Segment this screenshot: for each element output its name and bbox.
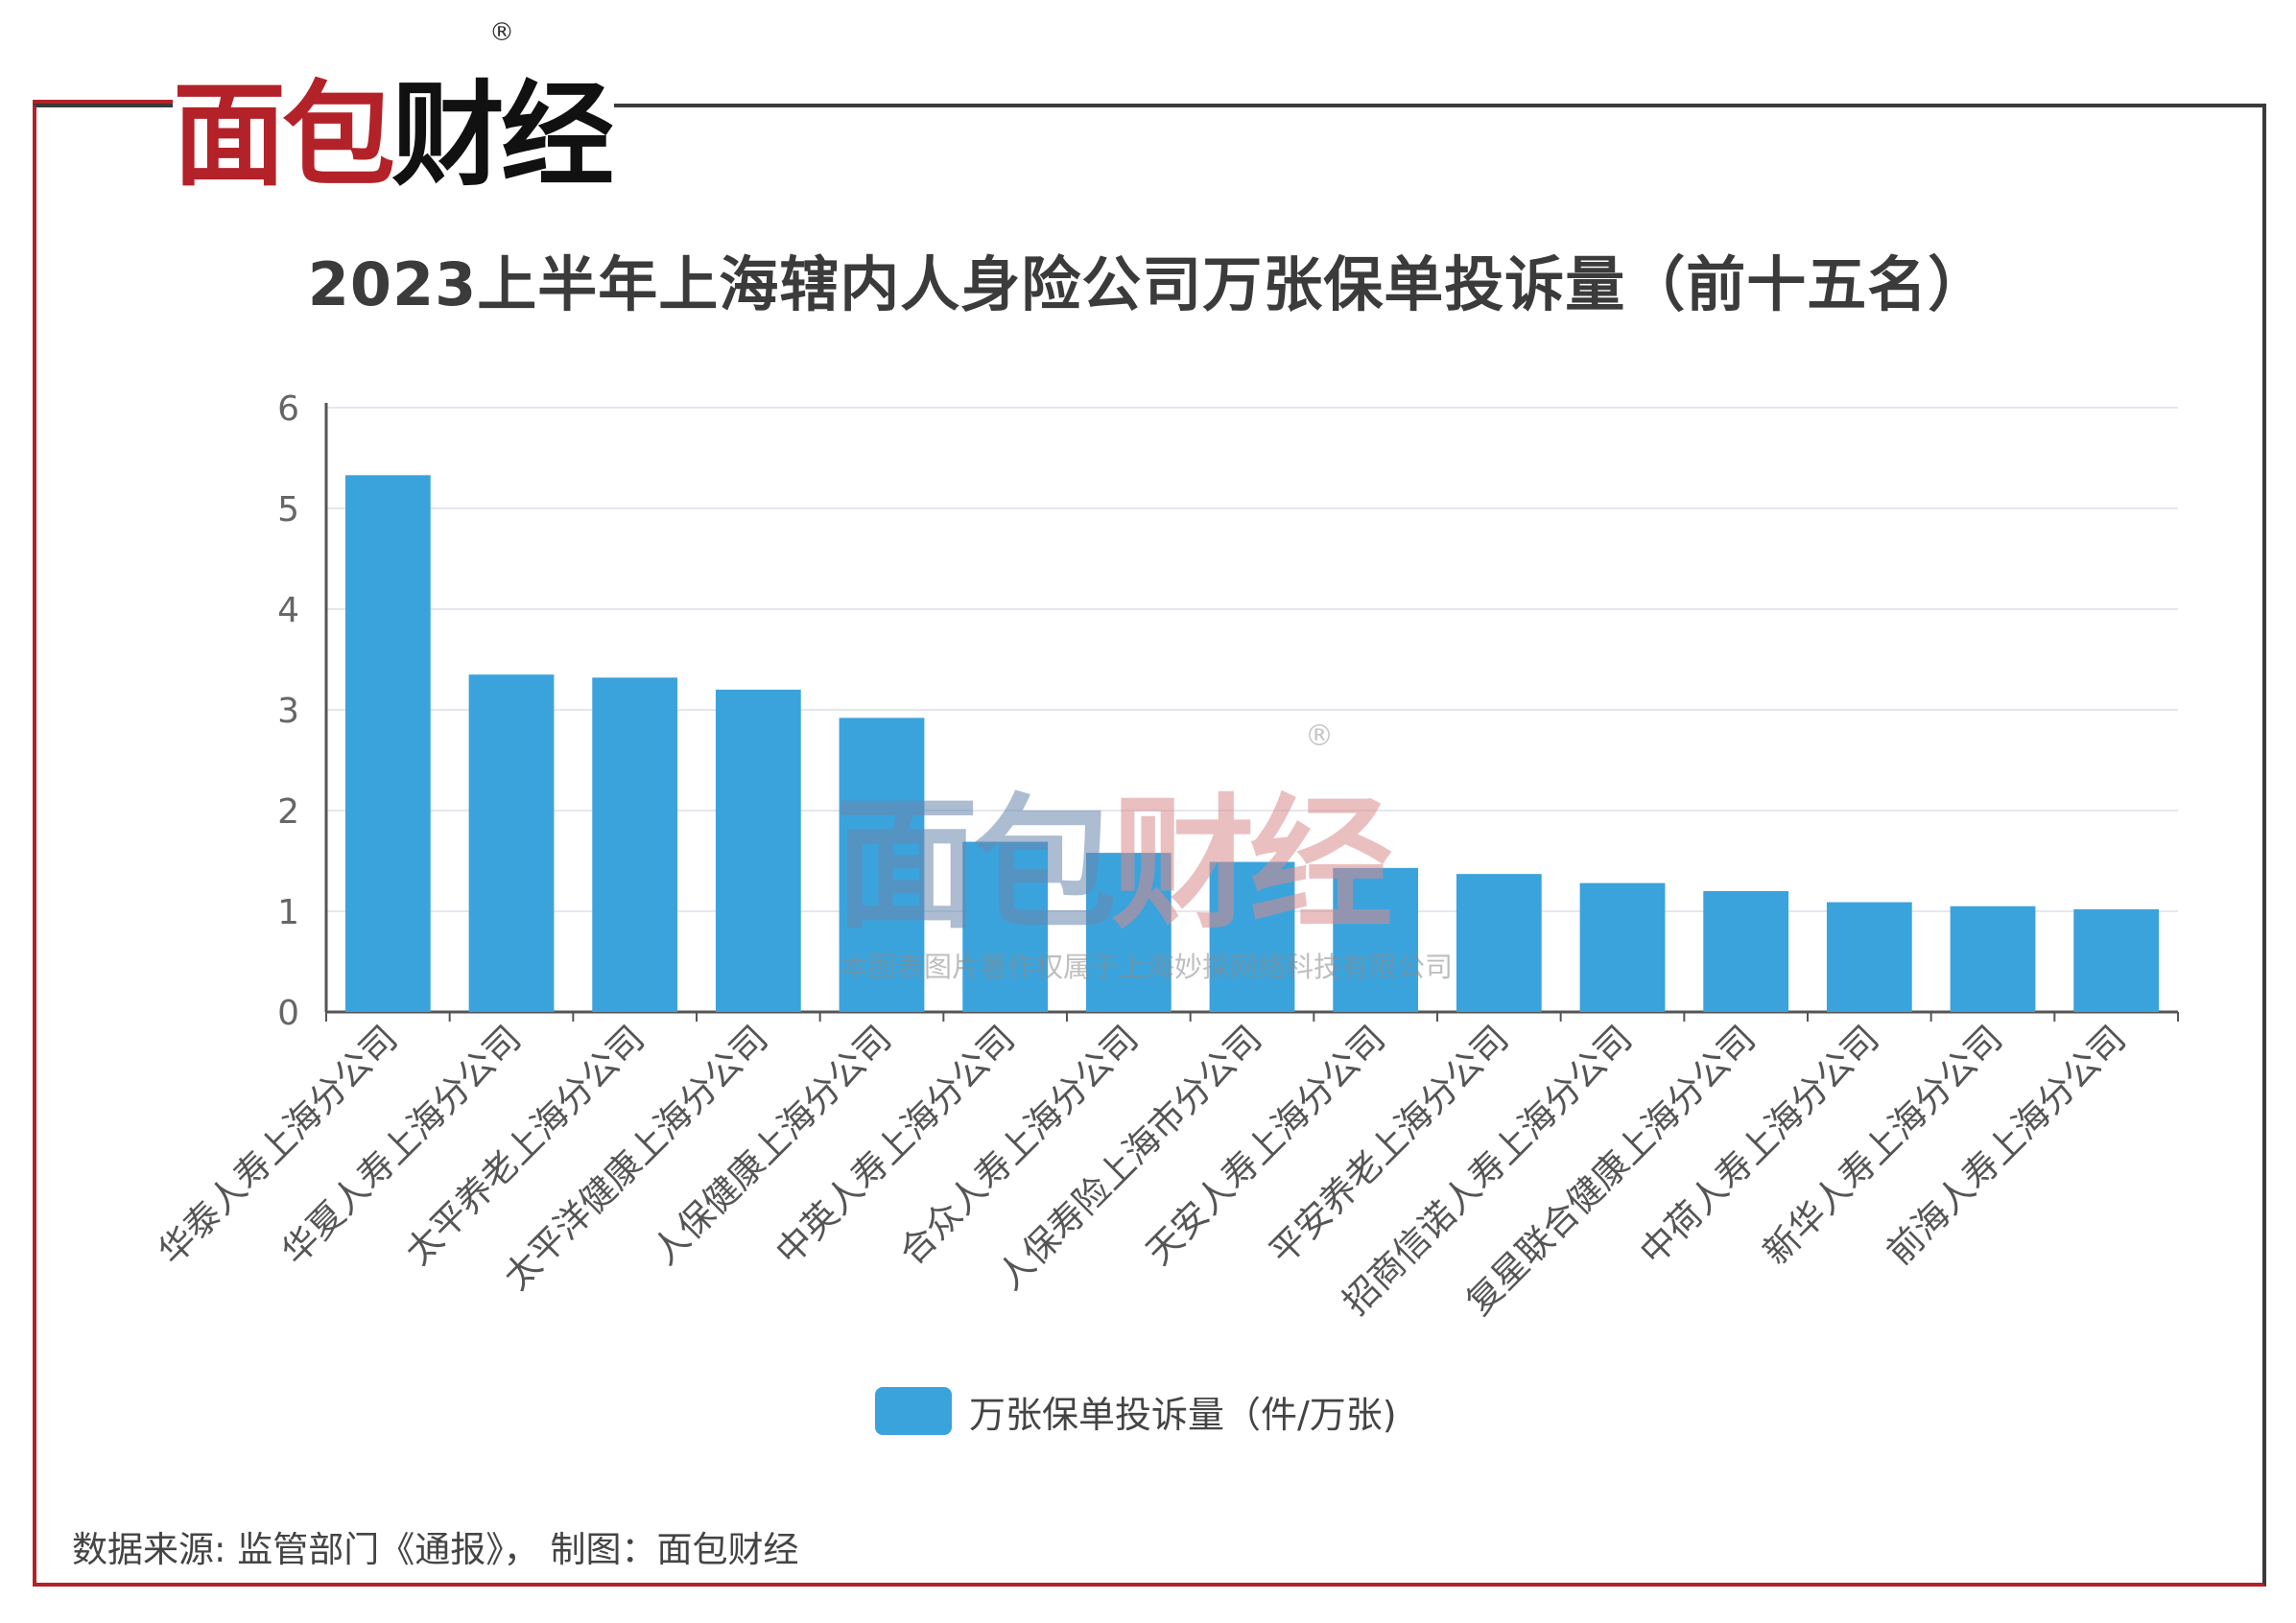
chart-frame bbox=[33, 104, 2266, 1587]
x-tick-label: 前海人寿上海分公司 bbox=[1879, 1018, 2134, 1273]
bar bbox=[1950, 906, 2036, 1012]
x-tick-label: 太平养老上海分公司 bbox=[397, 1018, 652, 1273]
bar bbox=[344, 475, 431, 1013]
legend: 万张保单投诉量（件/万张) bbox=[875, 1384, 1397, 1438]
logo-part1: 面包 bbox=[173, 69, 395, 201]
bar bbox=[1579, 882, 1666, 1012]
bar bbox=[1703, 891, 1789, 1012]
legend-label: 万张保单投诉量（件/万张) bbox=[969, 1393, 1397, 1436]
y-tick-label: 5 bbox=[277, 490, 299, 529]
bar bbox=[2073, 908, 2160, 1012]
chart-title: 2023上半年上海辖内人身险公司万张保单投诉量（前十五名） bbox=[307, 249, 1989, 319]
source-footer: 数据来源: 监管部门《通报》， 制图：面包财经 bbox=[72, 1529, 799, 1570]
registered-mark: ® bbox=[489, 18, 514, 47]
y-tick-label: 4 bbox=[277, 591, 299, 630]
bar bbox=[468, 674, 555, 1012]
y-tick-label: 1 bbox=[277, 893, 299, 932]
x-tick-label: 华夏人寿上海分公司 bbox=[273, 1018, 529, 1273]
x-tick-label: 中英人寿上海分公司 bbox=[768, 1018, 1023, 1273]
x-tick-label: 华泰人寿上海分公司 bbox=[151, 1018, 406, 1273]
bar bbox=[1333, 867, 1419, 1012]
bar bbox=[715, 690, 801, 1012]
bar bbox=[592, 677, 678, 1012]
y-tick-label: 6 bbox=[277, 389, 299, 429]
frame-top-red-segment bbox=[33, 100, 177, 104]
x-tick-label: 人保健康上海分公司 bbox=[644, 1018, 899, 1273]
logo-part2: 财经 bbox=[391, 69, 614, 201]
x-tick-label: 天安人寿上海分公司 bbox=[1138, 1018, 1393, 1273]
x-tick-label: 新华人寿上海分公司 bbox=[1755, 1018, 2010, 1273]
x-tick-label: 平安养老上海分公司 bbox=[1262, 1018, 1517, 1273]
bar bbox=[839, 717, 925, 1012]
brand-logo: 面包财经 ® bbox=[173, 18, 614, 201]
bar bbox=[1456, 874, 1542, 1012]
x-tick-label: 合众人寿上海分公司 bbox=[891, 1018, 1147, 1273]
legend-swatch bbox=[875, 1387, 952, 1435]
bar bbox=[1826, 902, 1912, 1012]
x-tick-label: 中荷人寿上海分公司 bbox=[1632, 1018, 1887, 1273]
y-tick-label: 2 bbox=[277, 792, 299, 832]
bar bbox=[1209, 861, 1295, 1012]
y-tick-label: 0 bbox=[277, 994, 299, 1033]
bar bbox=[962, 841, 1049, 1012]
bar bbox=[1085, 853, 1172, 1012]
y-tick-label: 3 bbox=[277, 692, 299, 731]
